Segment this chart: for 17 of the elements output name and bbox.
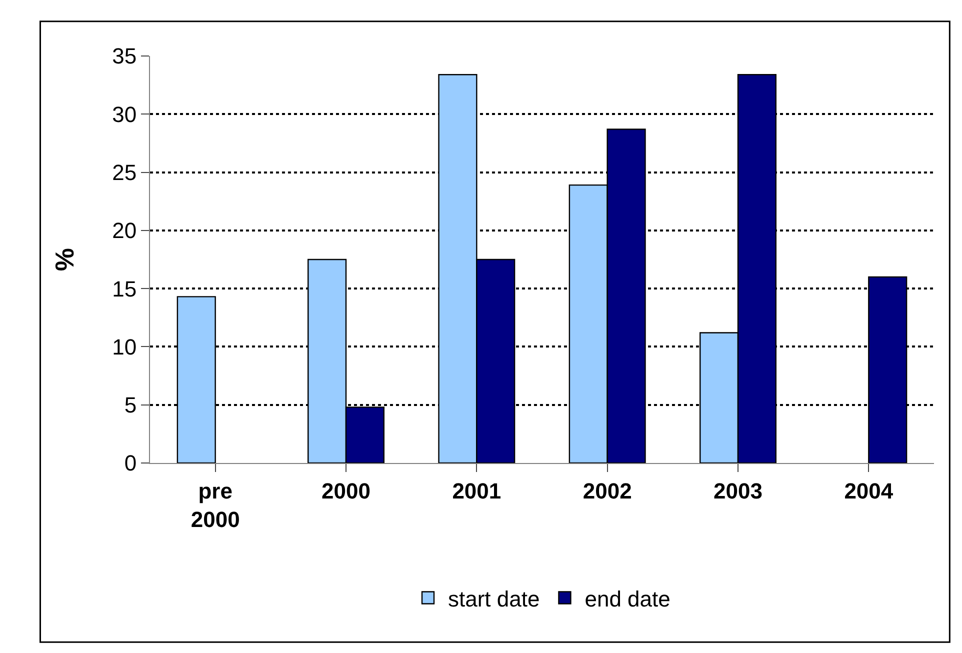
legend-label: start date	[448, 586, 540, 612]
y-tick-label: 5	[124, 392, 137, 418]
x-tick-label: 2001	[452, 478, 502, 504]
legend-label: end date	[584, 586, 670, 612]
x-tick-label: 2002	[582, 478, 632, 504]
y-tick-label: 25	[112, 160, 137, 185]
y-tick-label: 20	[112, 218, 137, 244]
y-tick-label: 10	[112, 334, 137, 360]
y-tick-label: 15	[112, 276, 137, 302]
x-tick-label: 2004	[844, 478, 894, 504]
x-tick-label: 2003	[714, 478, 762, 504]
x-tick-label: 2000	[322, 478, 370, 504]
y-tick-label: 35	[112, 44, 137, 69]
x-tick-label: pre 2000	[190, 478, 240, 532]
y-tick-label: 0	[124, 450, 137, 476]
y-axis-title: %	[50, 248, 80, 272]
y-tick-label: 30	[112, 102, 137, 127]
